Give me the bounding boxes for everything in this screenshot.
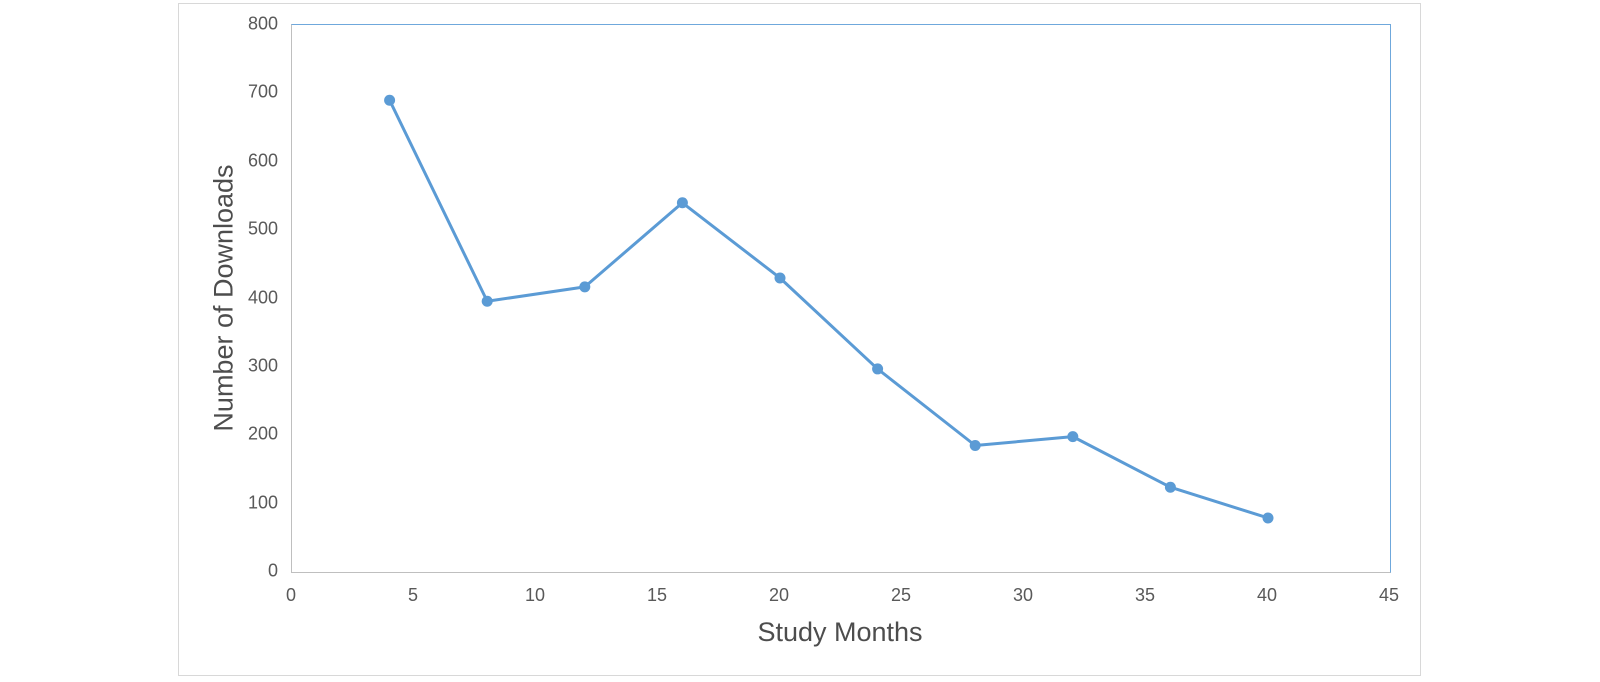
x-axis-title: Study Months [757, 617, 923, 647]
data-point-marker [1067, 431, 1079, 443]
data-point-marker [384, 94, 396, 106]
x-tick-label: 10 [524, 585, 546, 605]
y-tick-label: 700 [247, 81, 278, 102]
x-tick-label: 25 [890, 585, 912, 605]
y-tick-label: 500 [247, 218, 278, 239]
y-tick-label: 400 [247, 287, 278, 307]
data-point-marker [969, 440, 981, 452]
y-tick-label: 200 [247, 423, 278, 444]
y-tick-label: 300 [247, 355, 278, 376]
y-tick-label: 800 [247, 13, 278, 34]
series-line [388, 98, 1270, 520]
x-tick-label: 40 [1256, 585, 1278, 605]
data-point-marker [579, 281, 591, 293]
x-tick-label: 30 [1012, 585, 1034, 605]
x-tick-label: 35 [1134, 585, 1156, 605]
data-point-marker [1262, 512, 1274, 524]
data-point-marker [774, 272, 786, 284]
plot-area [291, 24, 1391, 573]
y-tick-label: 600 [247, 150, 278, 171]
chart-canvas [384, 94, 1274, 524]
x-axis-tick-labels: 0 5 10 15 20 25 30 35 40 45 [286, 585, 1399, 609]
data-point-marker [1164, 481, 1176, 493]
x-tick-label: 5 [407, 585, 419, 605]
data-point-marker [481, 295, 493, 307]
chart-card: Number of Downloads 0 100 200 300 400 500 600 7… [178, 3, 1421, 676]
x-tick-label: 0 [285, 585, 297, 605]
y-tick-label: 0 [267, 560, 278, 581]
x-tick-label: 45 [1378, 585, 1400, 605]
y-axis-tick-labels: 0 100 200 300 400 500 600 700 800 [179, 14, 278, 581]
x-tick-label: 20 [768, 585, 790, 605]
data-point-marker [676, 197, 688, 209]
data-point-marker [872, 363, 884, 375]
y-tick-label: 100 [247, 492, 278, 513]
x-tick-label: 15 [646, 585, 668, 605]
